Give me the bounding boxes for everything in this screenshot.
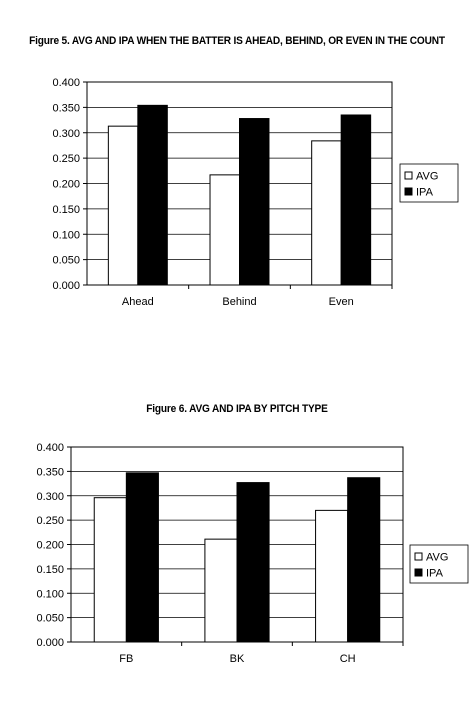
y-tick-label: 0.000 [36,637,64,649]
bar-avg-ahead [107,125,139,286]
bar-ipa-fb [125,472,159,643]
y-tick-label: 0.250 [36,515,64,527]
y-tick-label: 0.150 [36,564,64,576]
legend-swatch-avg [404,171,413,180]
bar-ipa-ch [347,477,381,643]
legend-label-ipa: IPA [416,187,434,199]
legend-swatch-ipa [414,568,423,577]
legend-label-ipa: IPA [426,568,444,580]
y-tick-label: 0.350 [36,466,64,478]
figure-5-chart: 0.000 0.050 0.100 0.150 0.200 0.250 0.300 0.350… [52,77,459,308]
legend-label-avg: AVG [426,552,448,564]
y-tick-label: 0.200 [52,179,80,191]
x-tick-label: Even [329,296,354,308]
bar-avg-bk [204,538,238,643]
y-tick-label: 0.300 [36,491,64,503]
y-tick-label: 0.050 [36,613,64,625]
x-tick-label: CH [340,653,356,665]
y-tick-label: 0.250 [52,153,80,165]
x-tick-label: BK [230,653,245,665]
x-tick-label: FB [119,653,133,665]
bar-ipa-behind [239,118,270,286]
bar-avg-behind [209,174,240,286]
legend-box [399,163,459,203]
legend-swatch-avg [414,552,423,561]
legend-label-avg: AVG [416,171,438,183]
legend: AVG IPA [399,163,459,203]
legend-box [409,544,469,584]
x-tick-label: Behind [222,296,256,308]
y-tick-label: 0.100 [36,588,64,600]
x-tick-label: Ahead [122,296,154,308]
y-tick-label: 0.300 [52,128,80,140]
y-tick-label: 0.200 [36,540,64,552]
legend-swatch-ipa [404,187,413,196]
legend: AVG IPA [409,544,469,584]
bar-ipa-ahead [137,104,168,286]
y-tick-label: 0.400 [52,77,80,89]
bar-ipa-bk [236,482,270,643]
figure-5-title: Figure 5. AVG AND IPA WHEN THE BATTER IS… [29,35,445,47]
bar-avg-fb [93,497,127,643]
figure-6-chart: 0.000 0.050 0.100 0.150 0.200 0.250 0.300 0.350… [36,442,469,665]
y-tick-label: 0.000 [52,280,80,292]
y-tick-label: 0.150 [52,204,80,216]
y-tick-label: 0.400 [36,442,64,454]
bar-ipa-even [340,114,372,286]
y-tick-label: 0.100 [52,229,80,241]
figure-6-title: Figure 6. AVG AND IPA BY PITCH TYPE [146,403,328,415]
y-tick-label: 0.350 [52,102,80,114]
bar-avg-ch [315,509,349,643]
y-tick-label: 0.050 [52,255,80,267]
bar-avg-even [311,140,342,286]
